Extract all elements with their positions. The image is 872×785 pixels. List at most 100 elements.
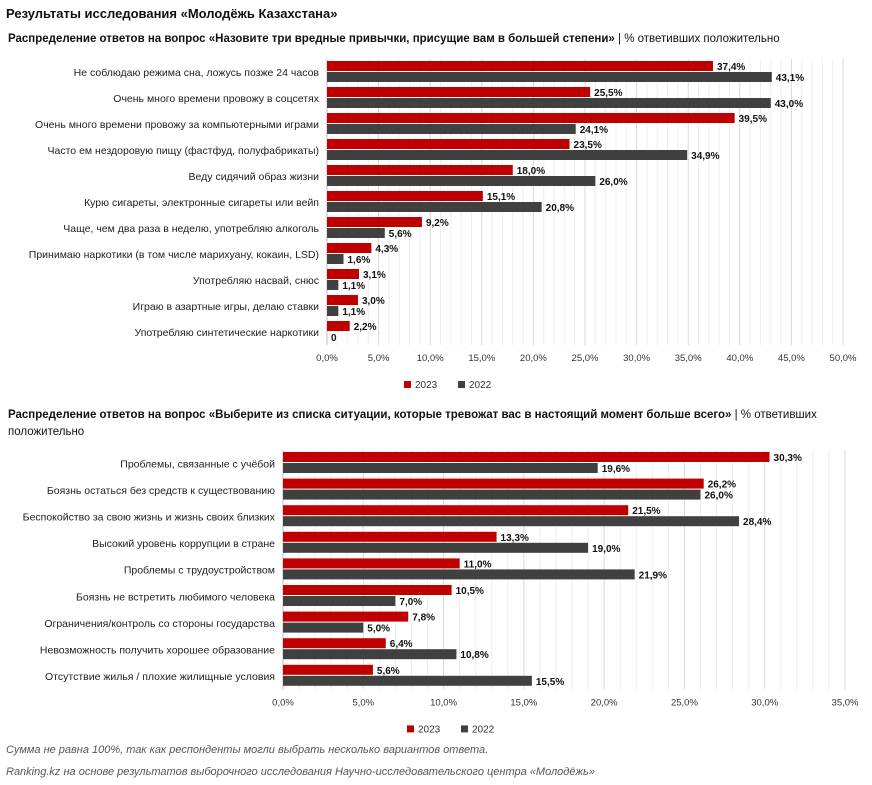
chart1-legend-label-2022: 2022 <box>469 380 492 391</box>
chart1-x-tick-label: 10,0% <box>417 353 444 364</box>
chart1-heading: Распределение ответов на вопрос «Назовит… <box>8 31 868 48</box>
chart1-data-label-2023: 39,5% <box>739 114 767 125</box>
chart1-data-label-2023: 18,0% <box>517 166 545 177</box>
chart2-bar-2023 <box>283 505 629 516</box>
chart2-bar-2023 <box>283 558 460 569</box>
chart2-data-label-2022: 19,6% <box>602 464 630 475</box>
chart1-category-label: Чаще, чем два раза в неделю, употребляю … <box>63 223 319 235</box>
chart2-bar-2022 <box>283 542 589 553</box>
chart2-data-label-2022: 21,9% <box>639 570 667 581</box>
chart1-category-label: Веду сидячий образ жизни <box>189 171 320 183</box>
chart2-bar-2023 <box>283 478 704 489</box>
chart2-data-label-2022: 19,0% <box>592 544 620 555</box>
chart2-x-tick-label: 5,0% <box>352 697 374 708</box>
chart1-data-label-2022: 26,0% <box>599 177 627 188</box>
chart2-x-tick-label: 20,0% <box>591 697 618 708</box>
chart1-bar-2022 <box>327 280 339 290</box>
chart1-bar-2023 <box>327 191 483 201</box>
chart2-data-label-2022: 26,0% <box>704 491 732 502</box>
chart1-bar-2023 <box>327 217 422 227</box>
chart2-category-label: Отсутствие жилья / плохие жилищные услов… <box>45 671 275 683</box>
chart2-category-label: Проблемы с трудоустройством <box>124 565 275 577</box>
chart1-category-label: Часто ем нездоровую пищу (фастфуд, полуф… <box>48 145 319 157</box>
chart2-worries: 0,0% 5,0% 10,0% 15,0% 20,0% 25,0% 30,0% 35,0% Пр… <box>23 450 859 735</box>
chart2-bar-2022 <box>283 622 364 633</box>
chart1-x-tick-label: 30,0% <box>623 353 650 364</box>
chart2-legend-label-2022: 2022 <box>472 724 495 735</box>
chart1-data-label-2022: 1,1% <box>342 307 365 318</box>
chart1-bar-2023 <box>327 113 735 123</box>
chart2-category-label: Проблемы, связанные с учёбой <box>120 458 275 470</box>
chart1-bar-2023 <box>327 139 570 149</box>
chart1-data-label-2023: 25,5% <box>594 88 622 99</box>
chart1-subtitle: | % ответивших положительно <box>618 33 780 45</box>
chart1-bar-2022 <box>327 202 542 212</box>
chart1-data-label-2022: 20,8% <box>546 203 574 214</box>
chart1-category-label: Употребляю синтетические наркотики <box>135 327 320 339</box>
chart1-x-tick-label: 35,0% <box>675 353 702 364</box>
chart2-category-label: Боязнь не встретить любимого человека <box>76 591 275 603</box>
chart2-category-label: Ограничения/контроль со стороны государс… <box>44 618 275 630</box>
chart2-bar-2023 <box>283 611 409 622</box>
chart1-data-label-2023: 15,1% <box>487 192 515 203</box>
chart2-data-label-2022: 10,8% <box>460 650 488 661</box>
chart1-bar-2022 <box>327 124 576 134</box>
chart1-x-tick-label: 40,0% <box>726 353 753 364</box>
chart1-data-label-2023: 2,2% <box>354 322 377 333</box>
chart1-x-tick-label: 45,0% <box>778 353 805 364</box>
chart1-data-label-2022: 43,1% <box>776 73 804 84</box>
chart2-data-label-2023: 5,6% <box>377 666 400 677</box>
chart1-category-label: Употребляю насвай, снюс <box>193 275 319 287</box>
chart2-bar-2023 <box>283 452 770 462</box>
chart1-data-label-2022: 1,1% <box>342 281 365 292</box>
chart1-category-label: Очень много времени провожу в соцсетях <box>113 93 319 105</box>
chart2-bar-2022 <box>283 596 396 606</box>
chart2-x-tick-label: 35,0% <box>832 697 859 708</box>
chart2-data-label-2023: 13,3% <box>501 533 529 544</box>
chart2-data-label-2023: 11,0% <box>464 559 492 570</box>
chart2-x-tick-label: 15,0% <box>510 697 537 708</box>
chart1-data-label-2022: 0 <box>331 333 337 344</box>
chart1-data-label-2022: 5,6% <box>389 229 412 240</box>
chart1-data-label-2022: 34,9% <box>691 151 719 162</box>
chart1-bar-2023 <box>327 87 591 97</box>
chart2-data-label-2022: 7,0% <box>399 597 422 608</box>
chart2-x-tick-label: 10,0% <box>430 697 457 708</box>
chart1-bar-2023 <box>327 165 513 175</box>
chart2-heading: Распределение ответов на вопрос «Выберит… <box>8 407 838 441</box>
chart1-bar-2022 <box>327 254 344 264</box>
chart2-category-label: Боязнь остаться без средств к существова… <box>47 485 275 497</box>
chart1-x-tick-label: 20,0% <box>520 353 547 364</box>
chart2-data-label-2023: 7,8% <box>412 613 435 624</box>
sum-note: Сумма не равна 100%, так как респонденты… <box>6 744 489 756</box>
chart1-bar-2023 <box>327 295 358 305</box>
main-title: Результаты исследования «Молодёжь Казахс… <box>6 6 338 21</box>
chart2-bar-2023 <box>283 585 452 595</box>
chart2-x-tick-label: 30,0% <box>751 697 778 708</box>
chart1-data-label-2022: 24,1% <box>580 125 608 136</box>
chart1-bar-2022 <box>327 176 596 186</box>
chart1-category-label: Играю в азартные игры, делаю ставки <box>133 301 319 313</box>
chart1-legend-swatch-2022 <box>458 381 465 388</box>
chart2-bar-2022 <box>283 489 701 500</box>
chart1-data-label-2023: 9,2% <box>426 218 449 229</box>
chart1-x-tick-label: 25,0% <box>572 353 599 364</box>
chart2-legend-label-2023: 2023 <box>418 724 441 735</box>
chart1-data-label-2022: 43,0% <box>775 99 803 110</box>
chart2-data-label-2023: 6,4% <box>390 639 413 650</box>
chart1-category-label: Очень много времени провожу за компьютер… <box>35 119 319 131</box>
chart1-x-tick-label: 50,0% <box>830 353 857 364</box>
chart2-subtitle: | % ответивших положительно <box>8 409 817 438</box>
chart2-category-label: Невозможность получить хорошее образован… <box>40 645 275 657</box>
chart2-x-tick-label: 25,0% <box>671 697 698 708</box>
chart2-data-label-2023: 30,3% <box>774 453 802 464</box>
chart1-data-label-2022: 1,6% <box>348 255 371 266</box>
chart1-data-label-2023: 4,3% <box>375 244 398 255</box>
chart1-bar-2022 <box>327 306 339 316</box>
chart2-data-label-2023: 21,5% <box>632 506 660 517</box>
chart1-data-label-2023: 37,4% <box>717 62 745 73</box>
chart1-bar-2023 <box>327 243 372 253</box>
chart2-x-tick-label: 0,0% <box>272 697 294 708</box>
chart1-legend-label-2023: 2023 <box>415 380 438 391</box>
chart1-bar-2023 <box>327 321 350 331</box>
